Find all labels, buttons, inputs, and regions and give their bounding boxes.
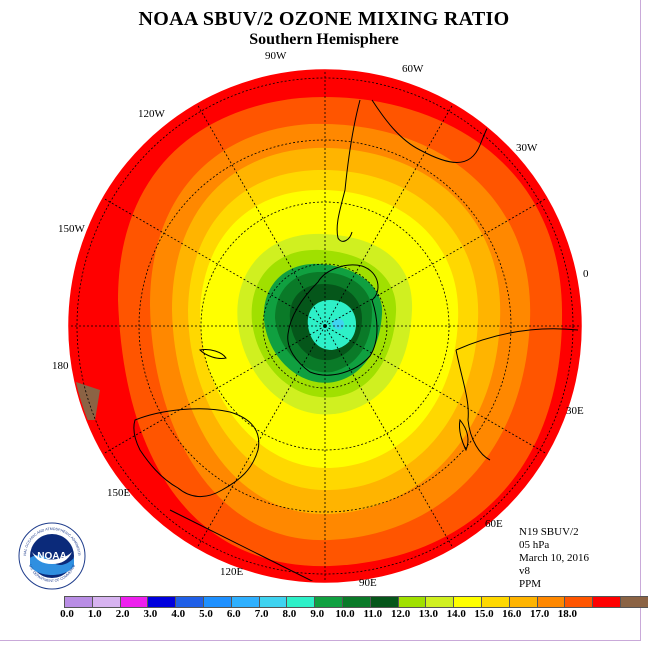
colorbar-swatch (314, 596, 343, 608)
lon-label-120w: 120W (138, 108, 165, 120)
lon-label-150w: 150W (58, 223, 85, 235)
map-title: NOAA SBUV/2 OZONE MIXING RATIO (138, 8, 510, 30)
colorbar-tick-label: 17.0 (529, 608, 550, 620)
colorbar-swatch (425, 596, 455, 608)
units-label: PPM (519, 578, 542, 590)
version-label: v8 (519, 565, 530, 577)
colorbar-swatch (202, 596, 232, 608)
colorbar-swatch (564, 596, 594, 608)
map-boundary (68, 69, 582, 583)
graticule (69, 70, 581, 582)
satellite-label: N19 SBUV/2 (519, 526, 579, 538)
lon-label-30e: 30E (566, 405, 584, 417)
colorbar-swatch (258, 596, 288, 608)
colorbar-tick-label: 13.0 (418, 608, 439, 620)
lon-label-0: 0 (583, 268, 589, 280)
colorbar-swatch (397, 596, 427, 608)
colorbar-swatch (286, 596, 316, 608)
colorbar-swatch (619, 596, 648, 608)
date-label: March 10, 2016 (519, 552, 589, 564)
colorbar-swatch (230, 596, 260, 608)
ozone-field (69, 70, 581, 582)
colorbar-swatch (453, 596, 482, 608)
colorbar-swatch (119, 596, 149, 608)
colorbar-tick-label: 2.0 (115, 608, 130, 620)
colorbar (64, 596, 648, 608)
colorbar-swatch (369, 596, 399, 608)
pressure-level-label: 05 hPa (519, 539, 550, 551)
coastlines (133, 79, 579, 582)
colorbar-tick-label: 9.0 (310, 608, 325, 620)
colorbar-tick-label: 1.0 (87, 608, 102, 620)
colorbar-tick-label: 11.0 (363, 608, 383, 620)
colorbar-tick-label: 0.0 (60, 608, 74, 620)
lon-label-90w: 90W (265, 50, 287, 62)
colorbar-tick-label: 4.0 (171, 608, 186, 620)
logo-text: NOAA (37, 551, 66, 562)
colorbar-tick-label: 18.0 (557, 608, 578, 620)
colorbar-swatch (147, 596, 177, 608)
lon-label-60w: 60W (402, 63, 424, 75)
colorbar-tick-label: 3.0 (143, 608, 158, 620)
colorbar-swatch (480, 596, 510, 608)
colorbar-swatch (536, 596, 566, 608)
colorbar-tick-label: 6.0 (226, 608, 241, 620)
lon-label-60e: 60E (485, 518, 503, 530)
lon-label-150e: 150E (107, 487, 131, 499)
colorbar-tick-label: 7.0 (254, 608, 269, 620)
plot-frame (0, 0, 641, 641)
colorbar-swatch (64, 596, 93, 608)
colorbar-swatch (341, 596, 371, 608)
colorbar-tick-label: 10.0 (335, 608, 355, 620)
colorbar-tick-label: 5.0 (199, 608, 213, 620)
colorbar-tick-label: 14.0 (446, 608, 466, 620)
colorbar-swatch (592, 596, 621, 608)
colorbar-tick-label: 16.0 (502, 608, 522, 620)
info-panel: N19 SBUV/2 05 hPa March 10, 2016 v8 PPM (519, 526, 589, 591)
lon-label-180: 180 (52, 360, 69, 372)
colorbar-tick-label: 15.0 (474, 608, 494, 620)
map-subtitle: Southern Hemisphere (249, 31, 399, 48)
lon-label-30w: 30W (516, 142, 538, 154)
lon-label-90e: 90E (359, 577, 377, 589)
colorbar-tick-label: 8.0 (282, 608, 297, 620)
colorbar-swatch (91, 596, 121, 608)
noaa-logo: NOAA NATIONAL OCEANIC AND ATMOSPHERIC AD… (18, 522, 86, 590)
colorbar-tick-label: 12.0 (390, 608, 411, 620)
colorbar-swatch (175, 596, 204, 608)
lon-label-120e: 120E (220, 566, 244, 578)
colorbar-swatch (508, 596, 538, 608)
